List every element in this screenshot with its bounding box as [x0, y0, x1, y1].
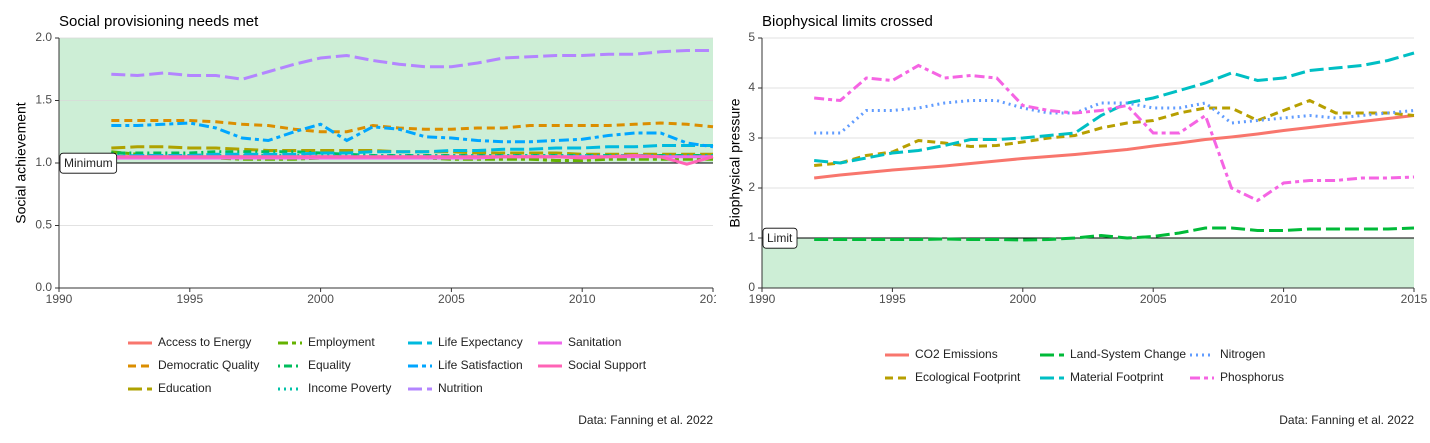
series-line	[814, 63, 1415, 203]
series-line	[111, 145, 713, 156]
y-tick-label: 1.0	[35, 155, 52, 169]
y-tick-label: 5	[748, 30, 755, 44]
x-tick-label: 2005	[438, 292, 465, 306]
series-line	[111, 121, 714, 149]
threshold-label-box	[762, 227, 798, 249]
y-tick-label: 0.5	[35, 218, 52, 232]
series-line	[813, 114, 1415, 180]
x-tick-label: 2000	[1009, 292, 1036, 306]
x-tick-label: 2015	[1401, 292, 1428, 306]
panel: 0 1 2 3 4 5 1990 1995 2000 2005 2010 2015 CO2 Emissi…	[727, 13, 1428, 427]
legend-label: Land-System Change	[1070, 347, 1186, 361]
x-tick-label: 2010	[1270, 292, 1297, 306]
series-line	[814, 226, 1415, 242]
y-tick-label: 3	[748, 130, 755, 144]
threshold-label-box	[59, 152, 118, 174]
y-tick-label: 4	[748, 80, 755, 94]
caption: Data: Fanning et al. 2022	[1279, 413, 1414, 427]
series-line	[814, 99, 1415, 135]
x-tick-label: 1990	[749, 292, 776, 306]
y-tick-label: 2.0	[35, 30, 52, 44]
series-line	[111, 144, 713, 159]
series-line	[111, 119, 714, 134]
x-tick-label: 1995	[176, 292, 203, 306]
legend-label: Material Footprint	[1070, 370, 1164, 384]
y-axis-title: Biophysical pressure	[727, 98, 743, 227]
chart-title: Biophysical limits crossed	[762, 13, 933, 30]
series-line	[111, 49, 713, 81]
series-line	[814, 98, 1415, 167]
y-tick-label: 0	[748, 280, 755, 294]
x-tick-label: 1990	[46, 292, 73, 306]
series-line	[814, 51, 1415, 165]
y-tick-label: 1.5	[35, 93, 52, 107]
legend-label: Life Satisfaction	[438, 358, 523, 372]
x-tick-label: 2005	[1140, 292, 1167, 306]
y-tick-label: 0.0	[35, 280, 52, 294]
legend-label: Income Poverty	[308, 381, 391, 395]
legend-label: Education	[158, 381, 211, 395]
threshold-label: Minimum	[64, 156, 113, 170]
legend-label: Access to Energy	[158, 335, 251, 349]
legend-label: Democratic Quality	[158, 358, 259, 372]
legend-label: Nitrogen	[1220, 347, 1265, 361]
y-axis-title: Social achievement	[13, 102, 29, 224]
series-line	[111, 153, 714, 166]
safe-region	[762, 238, 1414, 288]
threshold-label: Limit	[767, 231, 793, 245]
legend-label: Sanitation	[568, 335, 621, 349]
x-tick-label: 1995	[879, 292, 906, 306]
legend-label: CO2 Emissions	[915, 347, 998, 361]
legend-label: Nutrition	[438, 381, 483, 395]
y-tick-label: 2	[748, 180, 755, 194]
legend-label: Equality	[308, 358, 351, 372]
legend-label: Ecological Footprint	[915, 370, 1021, 384]
y-tick-label: 1	[748, 230, 755, 244]
caption: Data: Fanning et al. 2022	[578, 413, 713, 427]
legend-label: Phosphorus	[1220, 370, 1284, 384]
legend-label: Social Support	[568, 358, 647, 372]
panel: 0.0 0.5 1.0 1.5 2.0 1990 1995 2000 2005 2010 2015 A…	[13, 13, 727, 427]
x-tick-label: 2015	[700, 292, 727, 306]
x-tick-label: 2010	[569, 292, 596, 306]
x-tick-label: 2000	[307, 292, 334, 306]
legend-label: Employment	[308, 335, 375, 349]
legend-label: Life Expectancy	[438, 335, 523, 349]
chart-title: Social provisioning needs met	[59, 13, 259, 30]
